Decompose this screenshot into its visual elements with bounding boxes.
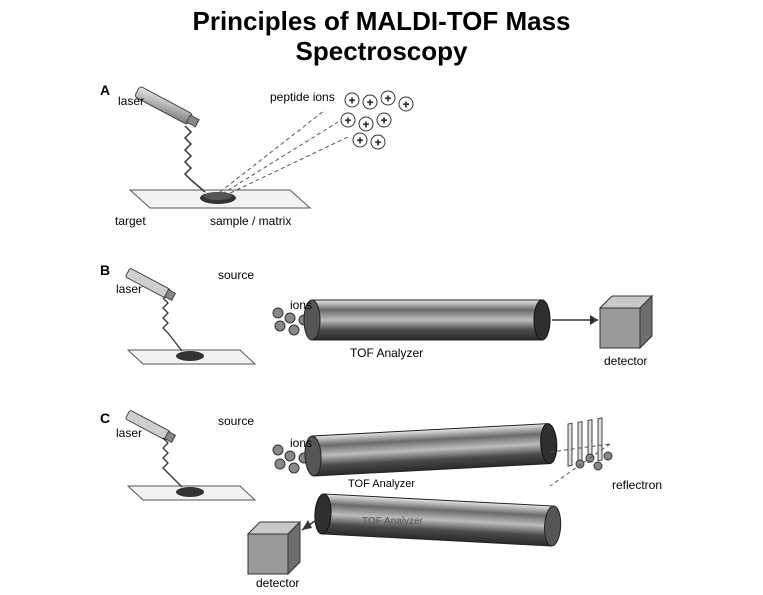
panel-b-diagram [100, 258, 670, 378]
svg-text:+: + [363, 120, 369, 131]
panel-c-laser-label: laser [116, 426, 142, 440]
slide-title-line2: Spectroscopy [0, 36, 763, 67]
svg-text:+: + [367, 98, 373, 109]
svg-text:+: + [345, 116, 351, 127]
panel-c-source-label: source [218, 414, 254, 428]
panel-b-analyzer-label: TOF Analyzer [350, 346, 423, 360]
panel-c-detector-label: detector [256, 576, 299, 590]
panel-b-source-label: source [218, 268, 254, 282]
svg-text:+: + [349, 96, 355, 107]
panel-c-diagram [100, 406, 690, 586]
svg-text:+: + [357, 136, 363, 147]
panel-a-target-label: target [115, 214, 146, 228]
panel-a-laser-label: laser [118, 94, 144, 108]
svg-text:+: + [403, 100, 409, 111]
panel-b-detector-label: detector [604, 354, 647, 368]
panel-c-ions-label: ions [290, 436, 312, 450]
svg-text:+: + [385, 94, 391, 105]
panel-a-ions-label: peptide ions [270, 90, 335, 104]
svg-text:+: + [375, 138, 381, 149]
panel-c-reflectron-label: reflectron [612, 478, 662, 492]
panel-c-analyzer-label: TOF Analyzer [348, 478, 415, 490]
svg-text:+: + [381, 116, 387, 127]
slide-title-line1: Principles of MALDI-TOF Mass [0, 6, 763, 37]
panel-a-diagram: + + + + + + + + + [100, 80, 430, 220]
panel-c-analyzer2-label: TOF Analyzer [362, 516, 423, 527]
panel-b-ions-label: ions [290, 298, 312, 312]
panel-b-laser-label: laser [116, 282, 142, 296]
panel-a-sample-label: sample / matrix [210, 214, 291, 228]
